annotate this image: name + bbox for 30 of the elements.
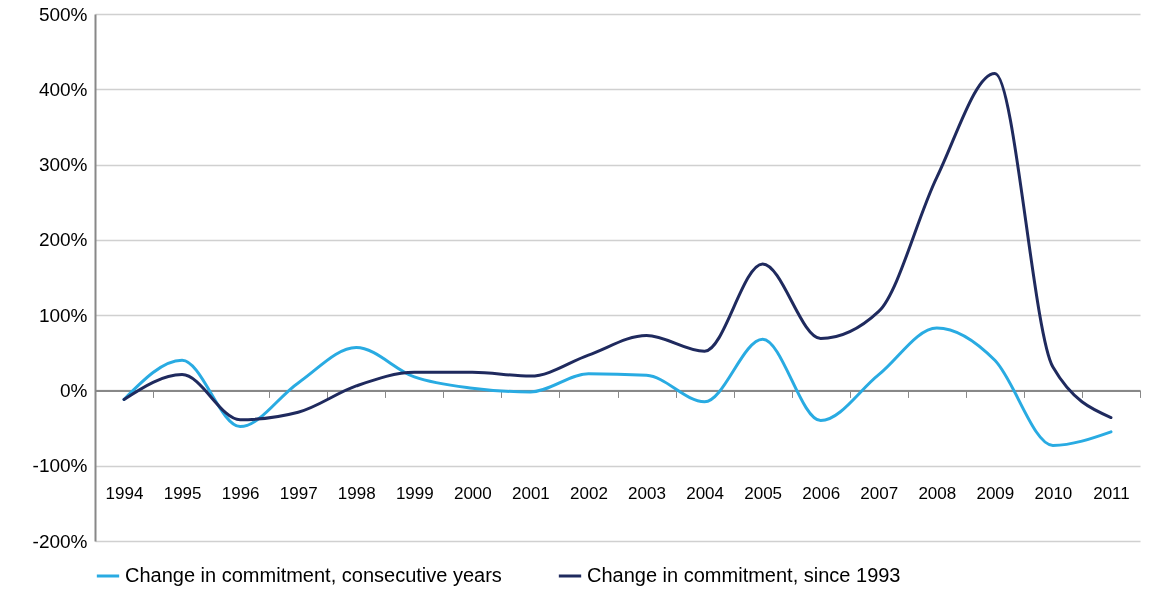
y-tick-label: 400% — [38, 78, 88, 100]
x-tick-label: 2005 — [744, 483, 783, 503]
x-tick-label: 1996 — [221, 483, 260, 503]
line-series — [122, 326, 1113, 447]
legend-label: Change in commitment, consecutive years — [125, 564, 502, 586]
x-tick-label: 1995 — [163, 483, 202, 503]
y-tick-label: 300% — [38, 154, 88, 176]
y-tick-label: 500% — [38, 3, 88, 25]
x-tick-label: 1999 — [395, 483, 434, 503]
x-tick-label: 2001 — [512, 483, 550, 503]
x-tick-label: 2003 — [628, 483, 666, 503]
x-tick-label: 1998 — [337, 483, 376, 503]
y-tick-label: -200% — [32, 530, 88, 552]
x-tick-label: 2002 — [570, 483, 608, 503]
x-tick-label: 2006 — [802, 483, 841, 503]
y-tick-label: 200% — [38, 229, 88, 251]
x-tick-label: 2010 — [1034, 483, 1073, 503]
x-tick-label: 1994 — [105, 483, 144, 503]
x-tick-label: 2011 — [1093, 483, 1130, 503]
x-tick-label: 2000 — [453, 483, 492, 503]
y-tick-label: -100% — [32, 455, 88, 477]
line-series — [122, 71, 1113, 422]
x-tick-label: 1997 — [279, 483, 318, 503]
x-tick-label: 2004 — [686, 483, 724, 503]
x-tick-label: 2008 — [918, 483, 957, 503]
y-tick-label: 100% — [38, 304, 88, 326]
x-tick-label: 2009 — [976, 483, 1015, 503]
x-tick-label: 2007 — [860, 483, 899, 503]
legend-label: Change in commitment, since 1993 — [587, 564, 901, 586]
y-tick-label: 0% — [60, 379, 88, 401]
